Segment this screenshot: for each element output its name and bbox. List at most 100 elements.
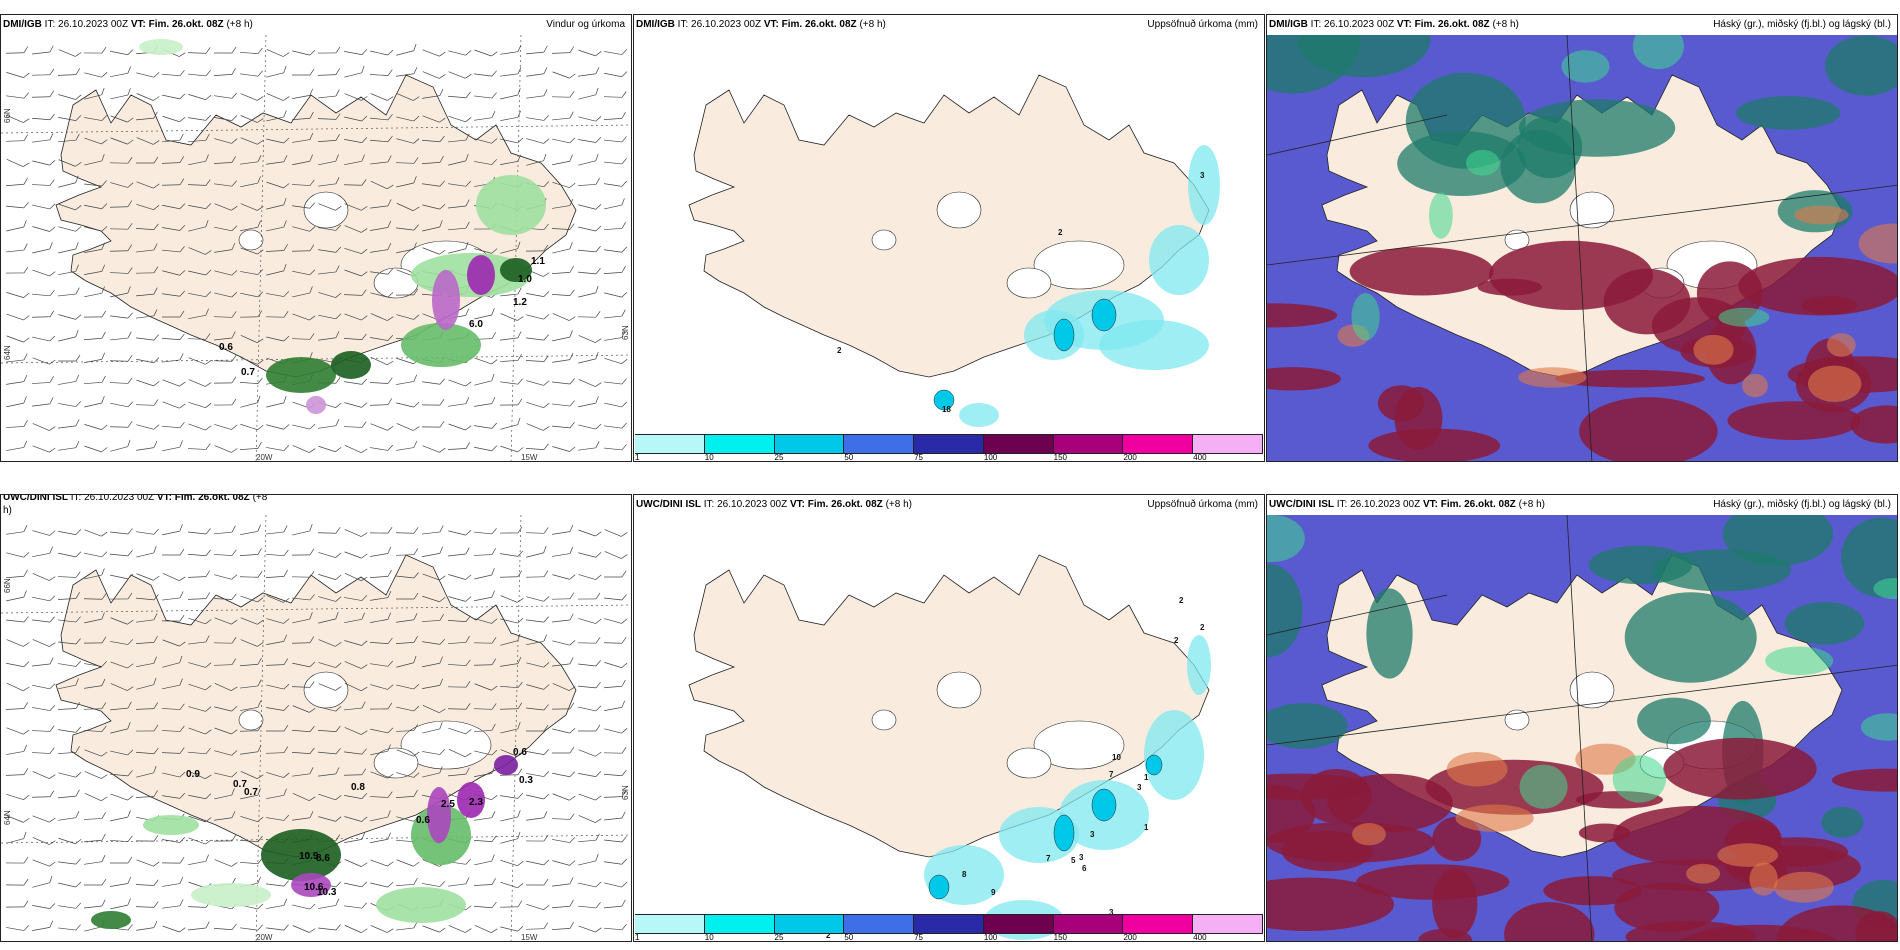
wind-barb bbox=[291, 681, 315, 688]
wind-barb bbox=[552, 771, 576, 778]
wind-barb bbox=[161, 156, 185, 164]
wind-barb bbox=[6, 177, 28, 187]
wind-barb bbox=[213, 46, 237, 54]
wind-barb bbox=[578, 396, 599, 408]
source-label: DMI/IGB bbox=[3, 19, 42, 30]
wind-barb bbox=[474, 854, 495, 866]
wind-barb bbox=[500, 633, 521, 646]
glacier-outline bbox=[1033, 240, 1125, 290]
precip-core bbox=[1145, 754, 1163, 776]
wind-barb bbox=[578, 660, 601, 667]
wind-barb bbox=[448, 529, 472, 536]
wind-barb bbox=[578, 351, 599, 364]
high-cloud-edge bbox=[1718, 307, 1770, 327]
wind-barb bbox=[474, 49, 498, 57]
wind-barb bbox=[526, 138, 550, 144]
wind-barb bbox=[422, 546, 444, 557]
wind-barb bbox=[604, 594, 627, 601]
wind-barb bbox=[500, 445, 524, 453]
legend-swatch bbox=[1193, 915, 1264, 933]
wind-barb bbox=[32, 357, 56, 365]
wind-barb bbox=[448, 71, 472, 79]
wind-barb bbox=[551, 223, 575, 230]
wind-barb bbox=[31, 90, 55, 98]
precip-core bbox=[1053, 318, 1075, 352]
wind-barb bbox=[344, 859, 368, 867]
init-time: IT: 26.10.2023 00Z bbox=[70, 494, 155, 503]
wind-barb bbox=[266, 772, 290, 778]
high-cloud-area bbox=[1405, 72, 1526, 169]
wind-barb bbox=[578, 335, 602, 343]
wind-barb bbox=[343, 289, 367, 296]
wind-barb bbox=[240, 617, 264, 625]
wind-barb bbox=[473, 658, 497, 666]
precip-value-label: 3 bbox=[1090, 830, 1095, 839]
low-cloud-area bbox=[1713, 940, 1735, 941]
wind-barb bbox=[266, 634, 288, 645]
source-label: DMI/IGB bbox=[1269, 19, 1308, 30]
wind-barb bbox=[110, 115, 134, 123]
precip-value-label: 1.2 bbox=[513, 297, 527, 308]
precip-area bbox=[266, 357, 336, 393]
wind-barb bbox=[214, 92, 238, 99]
wind-barb bbox=[240, 423, 264, 431]
wind-barb bbox=[396, 402, 420, 408]
wind-barb bbox=[344, 378, 368, 385]
wind-barb bbox=[421, 420, 445, 428]
wind-barb bbox=[84, 203, 108, 210]
wind-barb bbox=[214, 180, 237, 187]
wind-barb bbox=[525, 724, 549, 732]
wind-barb bbox=[266, 263, 287, 276]
wind-barb bbox=[500, 810, 521, 822]
wind-barb bbox=[370, 881, 394, 888]
precip-value-label: 1.0 bbox=[518, 274, 532, 285]
wind-barb bbox=[499, 702, 523, 710]
wind-barb bbox=[448, 748, 472, 758]
wind-barb bbox=[474, 138, 498, 144]
wind-barb bbox=[240, 657, 262, 667]
wind-barb bbox=[552, 137, 576, 144]
precip-value-label: 8 bbox=[962, 870, 967, 879]
wind-barb bbox=[552, 727, 576, 734]
precip-value-label: 6 bbox=[1082, 864, 1087, 873]
panel-header: DMI/IGB IT: 26.10.2023 00Z VT: Fim. 26.o… bbox=[634, 15, 1264, 35]
wind-barb bbox=[370, 114, 393, 121]
wind-barb bbox=[110, 793, 134, 801]
legend-swatch bbox=[1123, 915, 1194, 933]
wind-barb bbox=[604, 180, 628, 187]
wind-barb bbox=[214, 525, 236, 535]
wind-barb bbox=[500, 617, 524, 624]
wind-barb bbox=[318, 89, 340, 99]
wind-barb bbox=[162, 69, 185, 77]
wind-barb bbox=[578, 881, 602, 888]
wind-barb bbox=[110, 573, 134, 580]
wind-barb bbox=[395, 157, 419, 164]
precip-legend: 1 10 25 50 75 100 150 200 400 bbox=[635, 914, 1264, 941]
wind-barb bbox=[84, 137, 108, 145]
panel-cloud-dmi: DMI/IGB IT: 26.10.2023 00Z VT: Fim. 26.o… bbox=[1266, 14, 1898, 462]
precip-area bbox=[306, 396, 326, 414]
wind-barb bbox=[6, 727, 30, 735]
wind-barb bbox=[240, 155, 262, 165]
wind-barb bbox=[58, 616, 81, 623]
wind-barb bbox=[604, 401, 628, 408]
wind-barb bbox=[578, 815, 602, 823]
wind-barb bbox=[58, 881, 82, 888]
wind-barb bbox=[343, 421, 367, 428]
wind-barb bbox=[58, 419, 80, 429]
wind-barb bbox=[136, 747, 159, 755]
wind-barb bbox=[292, 50, 316, 56]
wind-barb bbox=[552, 640, 576, 646]
wind-barb bbox=[266, 898, 288, 909]
wind-barb bbox=[162, 678, 183, 690]
low-cloud-area bbox=[1267, 303, 1338, 328]
wind-map: 0.6 0.7 1.1 1.0 1.2 6.0 bbox=[1, 35, 631, 461]
wind-barb bbox=[292, 286, 313, 298]
wind-barb bbox=[603, 265, 626, 274]
wind-barb bbox=[370, 859, 394, 867]
low-cloud-area bbox=[1554, 369, 1706, 388]
wind-barb bbox=[370, 771, 394, 779]
wind-barb bbox=[6, 92, 29, 99]
wind-barb bbox=[240, 788, 261, 800]
lead-time: (+8 h) bbox=[1492, 19, 1519, 30]
